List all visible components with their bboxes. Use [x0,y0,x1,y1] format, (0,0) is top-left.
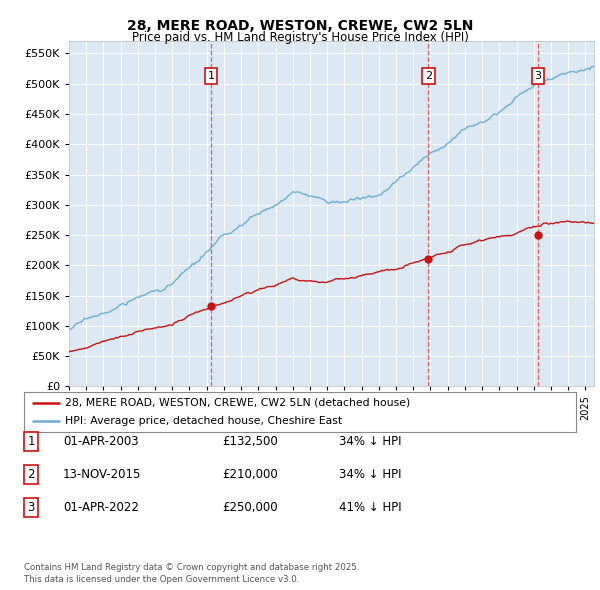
Text: HPI: Average price, detached house, Cheshire East: HPI: Average price, detached house, Ches… [65,416,343,426]
Text: 2: 2 [28,468,35,481]
Text: £250,000: £250,000 [222,501,278,514]
Text: 01-APR-2022: 01-APR-2022 [63,501,139,514]
Text: 28, MERE ROAD, WESTON, CREWE, CW2 5LN (detached house): 28, MERE ROAD, WESTON, CREWE, CW2 5LN (d… [65,398,410,408]
Text: Price paid vs. HM Land Registry's House Price Index (HPI): Price paid vs. HM Land Registry's House … [131,31,469,44]
Text: 2: 2 [425,71,432,81]
Text: 13-NOV-2015: 13-NOV-2015 [63,468,142,481]
Text: 34% ↓ HPI: 34% ↓ HPI [339,468,401,481]
Text: 3: 3 [535,71,542,81]
Text: 28, MERE ROAD, WESTON, CREWE, CW2 5LN: 28, MERE ROAD, WESTON, CREWE, CW2 5LN [127,19,473,33]
Text: Contains HM Land Registry data © Crown copyright and database right 2025.
This d: Contains HM Land Registry data © Crown c… [24,563,359,584]
Text: £210,000: £210,000 [222,468,278,481]
Text: 3: 3 [28,501,35,514]
Text: 41% ↓ HPI: 41% ↓ HPI [339,501,401,514]
Text: 1: 1 [208,71,215,81]
Text: 34% ↓ HPI: 34% ↓ HPI [339,435,401,448]
Text: £132,500: £132,500 [222,435,278,448]
Text: 01-APR-2003: 01-APR-2003 [63,435,139,448]
Text: 1: 1 [28,435,35,448]
